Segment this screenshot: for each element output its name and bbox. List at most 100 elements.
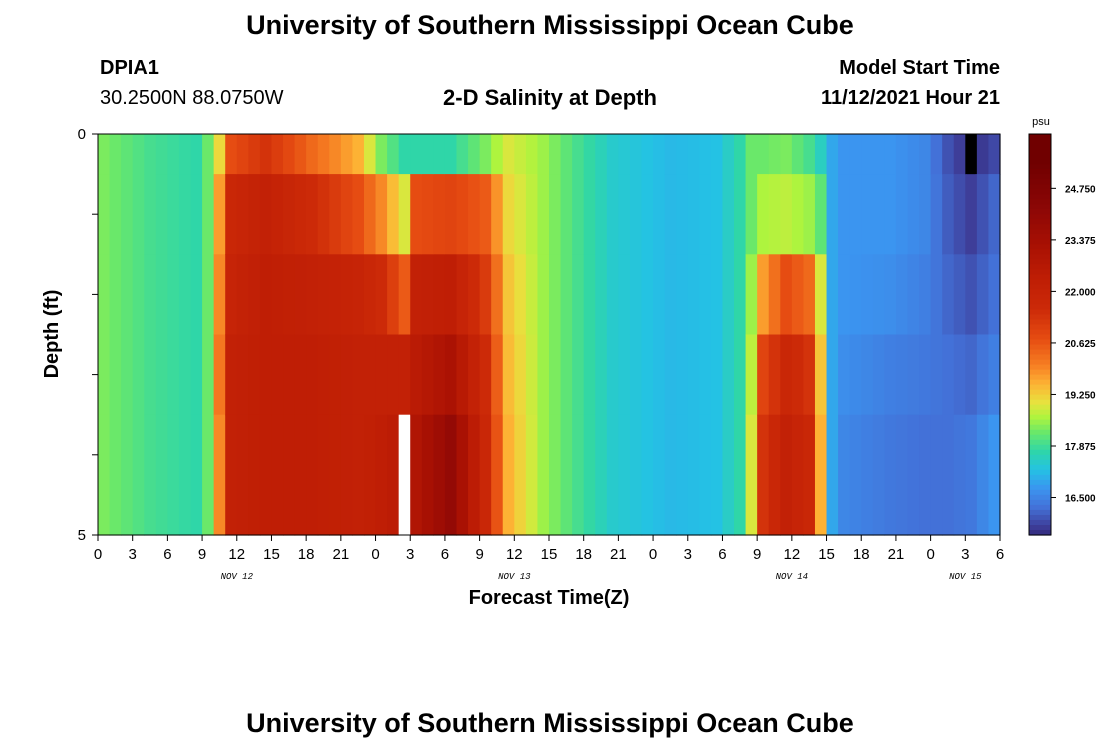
heatmap-cell bbox=[641, 334, 654, 416]
heatmap-cell bbox=[838, 254, 851, 336]
heatmap-cell bbox=[676, 334, 689, 416]
heatmap-cell bbox=[757, 254, 770, 336]
colorbar-segment bbox=[1029, 419, 1051, 426]
heatmap-cell bbox=[144, 134, 157, 175]
heatmap-cell bbox=[907, 334, 920, 416]
colorbar-segment bbox=[1029, 499, 1051, 506]
x-tick-label: 6 bbox=[163, 546, 171, 563]
heatmap-cell bbox=[225, 254, 238, 336]
x-tick-label: 9 bbox=[753, 546, 761, 563]
heatmap-cell bbox=[861, 174, 874, 255]
colorbar-segment bbox=[1029, 164, 1051, 170]
heatmap-cell bbox=[560, 134, 573, 175]
heatmap-cell bbox=[236, 254, 249, 336]
heatmap-cell bbox=[919, 134, 932, 175]
heatmap-cell bbox=[606, 414, 619, 536]
heatmap-cell bbox=[861, 254, 874, 336]
heatmap-cell bbox=[98, 254, 111, 336]
heatmap-cell bbox=[283, 134, 296, 175]
heatmap-cell bbox=[121, 254, 134, 336]
colorbar-segment bbox=[1029, 309, 1051, 316]
heatmap-cell bbox=[525, 334, 539, 416]
heatmap-cell bbox=[514, 254, 527, 336]
colorbar-segment bbox=[1029, 504, 1051, 511]
heatmap-cell bbox=[895, 334, 909, 416]
colorbar-segment bbox=[1029, 319, 1051, 326]
heatmap-cell bbox=[225, 414, 238, 536]
heatmap-cell bbox=[225, 134, 238, 175]
heatmap-cell bbox=[618, 254, 631, 336]
colorbar-segment bbox=[1029, 409, 1051, 416]
heatmap-cell bbox=[826, 134, 839, 175]
heatmap-cell bbox=[791, 254, 805, 336]
heatmap-cell bbox=[294, 414, 307, 536]
heatmap-cell bbox=[942, 134, 955, 175]
heatmap-cell bbox=[387, 414, 400, 536]
colorbar-segment bbox=[1029, 134, 1051, 140]
heatmap-cell bbox=[236, 334, 249, 416]
page-title: University of Southern Mississippi Ocean… bbox=[246, 10, 854, 40]
colorbar-tick-label: 23.375 bbox=[1065, 236, 1096, 247]
heatmap-cell bbox=[595, 254, 608, 336]
heatmap-cell bbox=[132, 334, 145, 416]
x-tick-label: 0 bbox=[649, 546, 657, 563]
heatmap-cell bbox=[387, 134, 400, 175]
heatmap-cell bbox=[907, 174, 920, 255]
heatmap-cell bbox=[629, 414, 643, 536]
heatmap-cell bbox=[988, 254, 1001, 336]
chart-subtitle: 2-D Salinity at Depth bbox=[443, 85, 657, 110]
y-axis: 05 bbox=[78, 126, 98, 544]
heatmap-cell bbox=[814, 334, 828, 416]
heatmap-cell bbox=[965, 414, 978, 536]
heatmap-cell bbox=[745, 334, 758, 416]
heatmap-cell bbox=[919, 174, 932, 255]
heatmap-cell bbox=[167, 254, 180, 336]
heatmap-cell bbox=[930, 174, 943, 255]
heatmap-cell bbox=[710, 174, 724, 255]
heatmap-cell bbox=[144, 254, 157, 336]
colorbar-segment bbox=[1029, 349, 1051, 356]
colorbar-segment bbox=[1029, 344, 1051, 351]
heatmap-cell bbox=[329, 174, 342, 255]
heatmap-cell bbox=[178, 334, 192, 416]
colorbar-segment bbox=[1029, 259, 1051, 265]
heatmap-cell bbox=[710, 334, 724, 416]
colorbar-tick-label: 20.625 bbox=[1065, 339, 1096, 350]
heatmap-cell bbox=[757, 134, 770, 175]
heatmap-cell bbox=[803, 254, 816, 336]
heatmap-cell bbox=[121, 334, 134, 416]
heatmap-cell bbox=[525, 414, 539, 536]
heatmap-cell bbox=[560, 254, 573, 336]
heatmap-cell bbox=[745, 414, 758, 536]
heatmap-cell bbox=[144, 174, 157, 255]
colorbar-segment bbox=[1029, 389, 1051, 396]
heatmap-cell bbox=[317, 174, 330, 255]
heatmap-cell bbox=[976, 254, 990, 336]
colorbar-segment bbox=[1029, 354, 1051, 361]
heatmap-cell bbox=[456, 414, 469, 536]
heatmap-cell bbox=[178, 134, 192, 175]
heatmap-cell bbox=[468, 174, 481, 255]
heatmap-cell bbox=[213, 254, 226, 336]
heatmap-cell bbox=[814, 414, 828, 536]
heatmap-cell bbox=[710, 414, 724, 536]
heatmap-cell bbox=[583, 134, 596, 175]
colorbar: 24.750 23.375 22.000 20.625 19.250 17.875 16.5… bbox=[1028, 133, 1096, 536]
heatmap-cell bbox=[259, 254, 273, 336]
heatmap-cell bbox=[872, 254, 885, 336]
heatmap-cell bbox=[965, 334, 978, 416]
heatmap-cell bbox=[109, 134, 122, 175]
heatmap-cell bbox=[653, 174, 666, 255]
heatmap-cell bbox=[363, 414, 377, 536]
heatmap-cell bbox=[583, 174, 596, 255]
heatmap-cell bbox=[676, 254, 689, 336]
heatmap-cell bbox=[803, 134, 816, 175]
heatmap-cell bbox=[352, 414, 365, 536]
heatmap-cell bbox=[861, 334, 874, 416]
x-tick-label: 15 bbox=[263, 546, 280, 563]
heatmap-cell bbox=[283, 414, 296, 536]
heatmap-cell bbox=[225, 174, 238, 255]
heatmap-cell bbox=[340, 254, 354, 336]
x-tick-label: 21 bbox=[888, 546, 905, 563]
colorbar-segment bbox=[1029, 479, 1051, 486]
